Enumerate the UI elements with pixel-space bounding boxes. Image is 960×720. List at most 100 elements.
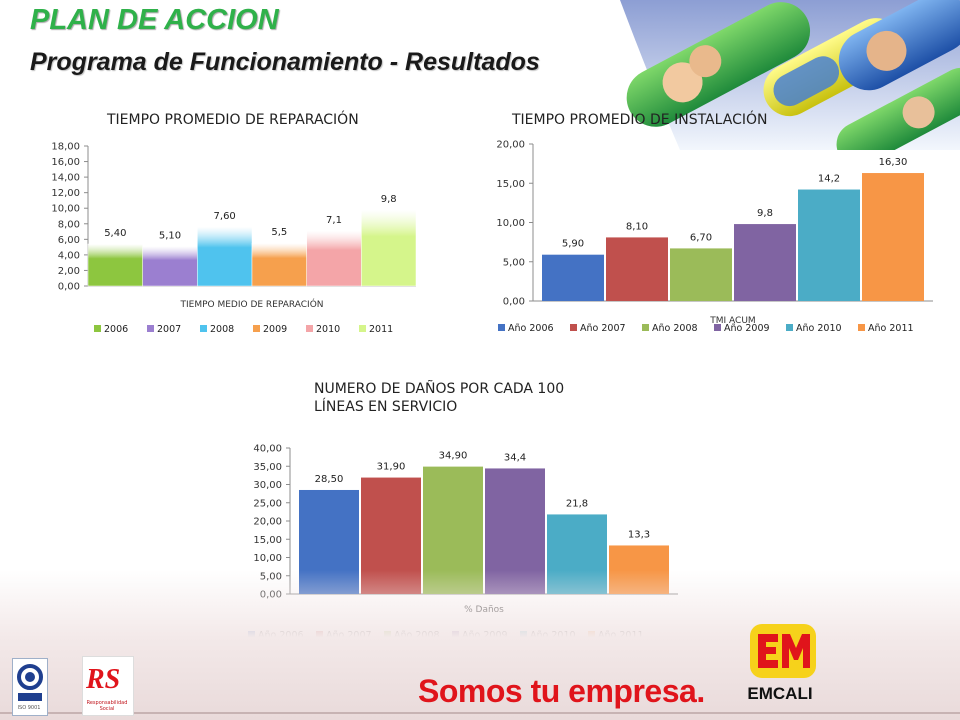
data-label: 13,3 (628, 529, 650, 540)
x-axis-label: TMI ACUM (709, 316, 755, 326)
legend-label: 2007 (157, 324, 181, 335)
legend-swatch (253, 325, 260, 332)
page-subtitle: Programa de Funcionamiento - Resultados (30, 48, 540, 76)
data-label: 28,50 (315, 474, 344, 485)
y-tick-label: 8,00 (58, 219, 80, 230)
legend-swatch (570, 324, 577, 331)
data-label: 6,70 (690, 232, 712, 243)
emcali-logo-icon (750, 624, 816, 678)
y-tick-label: 25,00 (253, 498, 282, 509)
page-title: PLAN DE ACCION (30, 4, 279, 36)
chart-title-danos-line-1: NUMERO DE DAÑOS POR CADA 100 (314, 381, 565, 397)
y-tick-label: 6,00 (58, 235, 80, 246)
legend-swatch (359, 325, 366, 332)
y-tick-label: 10,00 (496, 218, 525, 229)
y-tick-label: 14,00 (51, 173, 80, 184)
legend-swatch (714, 324, 721, 331)
legend-label: Año 2009 (724, 323, 770, 334)
chart-title-danos: NUMERO DE DAÑOS POR CADA 100 LÍNEAS EN S… (314, 380, 564, 416)
banner-pill-blue (838, 0, 960, 91)
legend-swatch (642, 324, 649, 331)
bar (670, 248, 732, 301)
header-banner (560, 0, 960, 150)
legend-swatch (858, 324, 865, 331)
bar (542, 254, 604, 301)
rs-logo (82, 656, 134, 716)
y-tick-label: 15,00 (496, 179, 525, 190)
emcali-logo-text: EMCALI (747, 684, 813, 703)
footer-divider (0, 712, 960, 714)
legend-label: 2006 (104, 324, 128, 335)
legend-label: Año 2008 (652, 323, 698, 334)
data-label: 9,8 (381, 194, 397, 205)
data-label: 21,8 (566, 498, 588, 509)
cert-ring-icon (17, 664, 43, 690)
y-tick-label: 0,00 (58, 282, 80, 293)
data-label: 14,2 (818, 174, 840, 185)
bar (606, 237, 668, 301)
chart-reparacion: 0,00 2,00 4,00 6,00 8,00 10,00 12,00 14,00 16,00… (51, 142, 417, 335)
legend-label: 2009 (263, 324, 287, 335)
slogan: Somos tu empresa. (418, 673, 705, 709)
y-tick-label: 18,00 (51, 142, 80, 153)
data-label: 5,40 (104, 228, 126, 239)
legend-label: 2008 (210, 324, 234, 335)
bar (197, 226, 253, 287)
legend-label: Año 2007 (580, 323, 626, 334)
certification-logo (12, 658, 48, 716)
data-label: 34,4 (504, 452, 526, 463)
data-label: 31,90 (377, 462, 406, 473)
legend-label: 2011 (369, 324, 393, 335)
legend-swatch (200, 325, 207, 332)
data-label: 8,10 (626, 221, 648, 232)
data-label: 34,90 (439, 451, 468, 462)
legend-label: Año 2011 (868, 323, 914, 334)
bar (142, 246, 198, 287)
y-tick-label: 2,00 (58, 266, 80, 277)
chart-instalacion: 0,00 5,00 10,00 15,00 20,00 5,90 8,10 6,70 9,8 14… (496, 140, 933, 334)
legend-swatch (306, 325, 313, 332)
y-tick-label: 4,00 (58, 250, 80, 261)
banner-pill-green-low (836, 67, 960, 150)
data-label: 7,60 (214, 211, 236, 222)
data-label: 5,90 (562, 239, 584, 250)
bar (306, 230, 362, 287)
cert-caption: ISO 9001 (17, 705, 41, 711)
legend-label: Año 2006 (508, 323, 554, 334)
banner-pill-green (626, 2, 811, 127)
rs-caption: Responsabilidad Social (86, 700, 128, 712)
y-tick-label: 0,00 (503, 297, 525, 308)
y-tick-label: 10,00 (253, 553, 282, 564)
x-axis-label: TIEMPO MEDIO DE REPARACIÓN (179, 298, 323, 310)
y-tick-label: 35,00 (253, 462, 282, 473)
chart-title-reparacion: TIEMPO PROMEDIO DE REPARACIÓN (107, 112, 359, 128)
y-tick-label: 10,00 (51, 204, 80, 215)
bar (734, 224, 796, 301)
bar (361, 209, 417, 287)
y-tick-label: 20,00 (496, 140, 525, 151)
legend-label: Año 2010 (796, 323, 842, 334)
y-tick-label: 5,00 (503, 257, 525, 268)
data-label: 9,8 (757, 208, 773, 219)
bar (87, 243, 143, 287)
y-tick-label: 16,00 (51, 157, 80, 168)
y-tick-label: 40,00 (253, 444, 282, 455)
y-tick-label: 15,00 (253, 535, 282, 546)
data-label: 5,10 (159, 230, 181, 241)
y-tick-label: 12,00 (51, 188, 80, 199)
legend-label: 2010 (316, 324, 340, 335)
y-tick-label: 30,00 (253, 480, 282, 491)
bar (862, 173, 924, 301)
chart-title-instalacion: TIEMPO PROMEDIO DE INSTALACIÓN (512, 112, 768, 128)
data-label: 16,30 (879, 157, 908, 168)
rs-mark: RS (86, 664, 121, 695)
legend-swatch (147, 325, 154, 332)
bar (798, 189, 860, 301)
legend-swatch (498, 324, 505, 331)
data-label: 7,1 (326, 215, 342, 226)
data-label: 5,5 (271, 227, 287, 238)
chart-title-danos-line-2: LÍNEAS EN SERVICIO (314, 399, 458, 415)
bar (251, 242, 307, 287)
legend-swatch (94, 325, 101, 332)
y-tick-label: 20,00 (253, 517, 282, 528)
